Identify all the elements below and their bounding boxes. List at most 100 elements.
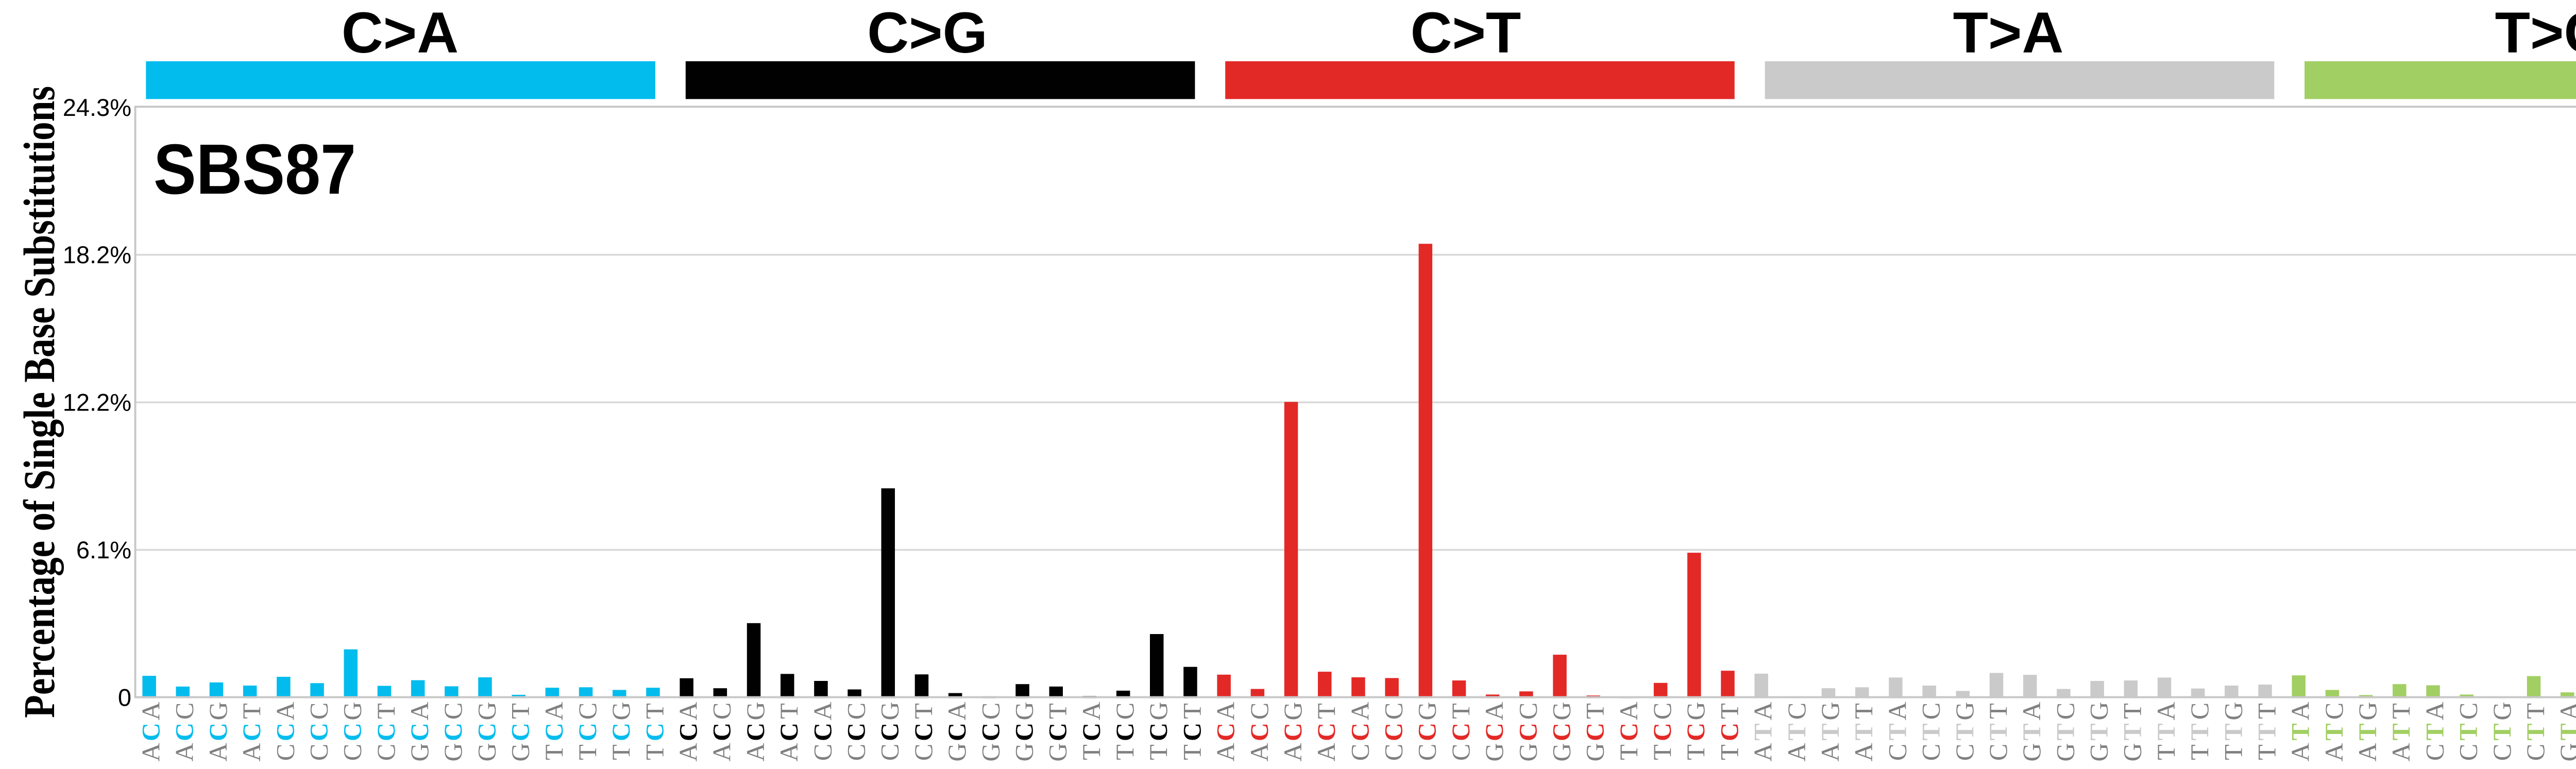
svg-text:T: T xyxy=(2151,744,2180,760)
svg-text:A: A xyxy=(942,702,971,720)
svg-text:T: T xyxy=(2185,723,2214,740)
svg-text:T: T xyxy=(1917,723,1945,740)
svg-text:T: T xyxy=(1782,723,1811,740)
svg-text:T: T xyxy=(1043,703,1072,719)
svg-text:T: T xyxy=(1849,723,1878,740)
svg-text:C: C xyxy=(842,703,871,720)
svg-text:A: A xyxy=(1749,743,1777,761)
svg-text:C: C xyxy=(170,723,199,741)
svg-text:T: T xyxy=(1077,744,1106,760)
svg-text:C: C xyxy=(1681,723,1710,741)
svg-text:A: A xyxy=(2319,743,2348,761)
svg-text:A: A xyxy=(1211,743,1240,761)
svg-text:C: C xyxy=(405,723,434,741)
svg-text:G: G xyxy=(1043,743,1072,761)
svg-text:T: T xyxy=(1446,703,1475,719)
svg-text:G: G xyxy=(2218,702,2247,720)
svg-text:C: C xyxy=(270,744,299,761)
svg-text:G: G xyxy=(2050,743,2079,761)
svg-text:T: T xyxy=(2286,723,2315,740)
svg-text:A: A xyxy=(1211,702,1240,720)
svg-text:G: G xyxy=(606,702,635,720)
svg-text:T: T xyxy=(2386,703,2415,719)
svg-text:C: C xyxy=(909,723,938,741)
svg-text:C: C xyxy=(1077,723,1106,741)
svg-text:C: C xyxy=(573,723,602,741)
svg-text:A: A xyxy=(405,702,434,720)
svg-text:C: C xyxy=(1245,723,1274,741)
svg-text:A: A xyxy=(2420,702,2449,720)
svg-text:C: C xyxy=(976,703,1005,720)
svg-text:C: C xyxy=(1480,723,1509,741)
svg-text:G: G xyxy=(1950,702,1979,720)
svg-text:T: T xyxy=(1816,723,1844,740)
svg-text:C>T: C>T xyxy=(1411,1,1521,65)
svg-text:G: G xyxy=(472,743,501,761)
svg-text:A: A xyxy=(1480,702,1509,720)
svg-text:A: A xyxy=(204,743,232,761)
svg-text:C: C xyxy=(1917,744,1945,761)
svg-text:A: A xyxy=(1345,702,1374,720)
svg-text:A: A xyxy=(674,743,703,761)
svg-text:C: C xyxy=(170,703,199,720)
svg-text:T: T xyxy=(1883,723,1911,740)
svg-text:T: T xyxy=(1177,703,1206,719)
svg-text:C: C xyxy=(1648,703,1676,720)
svg-text:T: T xyxy=(2386,723,2415,740)
svg-text:G: G xyxy=(438,743,467,761)
svg-text:C: C xyxy=(1379,703,1408,720)
svg-text:A: A xyxy=(2017,702,2046,720)
svg-text:C: C xyxy=(606,723,635,741)
svg-text:G: G xyxy=(2353,702,2382,720)
svg-text:T: T xyxy=(1715,744,1743,760)
svg-text:A: A xyxy=(774,743,803,761)
svg-text:G: G xyxy=(1547,743,1576,761)
svg-text:T: T xyxy=(640,703,669,719)
svg-text:C: C xyxy=(1110,703,1139,720)
svg-text:C: C xyxy=(1513,703,1542,720)
svg-text:C: C xyxy=(1110,723,1139,741)
svg-text:T: T xyxy=(2353,723,2382,740)
svg-text:T: T xyxy=(1312,703,1341,719)
svg-text:C>A: C>A xyxy=(342,1,459,65)
svg-text:C>G: C>G xyxy=(867,1,987,65)
svg-text:C: C xyxy=(237,723,266,741)
svg-text:C: C xyxy=(976,723,1005,741)
svg-text:C: C xyxy=(1950,744,1979,761)
svg-text:G: G xyxy=(1144,702,1173,720)
svg-text:T: T xyxy=(2118,703,2147,719)
svg-text:C: C xyxy=(875,723,904,741)
svg-text:C: C xyxy=(1547,723,1576,741)
svg-text:T: T xyxy=(2252,744,2281,760)
svg-text:T: T xyxy=(640,744,669,760)
svg-text:A: A xyxy=(1278,743,1307,761)
svg-text:C: C xyxy=(338,744,367,761)
svg-text:G: G xyxy=(204,702,232,720)
svg-text:T: T xyxy=(2218,723,2247,740)
svg-text:C: C xyxy=(137,723,165,741)
svg-text:C: C xyxy=(842,744,871,761)
svg-text:0: 0 xyxy=(118,684,131,711)
svg-text:T: T xyxy=(237,703,266,719)
svg-text:G: G xyxy=(1513,743,1542,761)
svg-text:T: T xyxy=(1614,744,1643,760)
svg-text:G: G xyxy=(2084,743,2113,761)
svg-text:C: C xyxy=(1715,723,1743,741)
svg-text:G: G xyxy=(472,702,501,720)
svg-text:G: G xyxy=(2487,702,2516,720)
svg-text:C: C xyxy=(1446,723,1475,741)
svg-text:T>C: T>C xyxy=(2495,1,2576,65)
svg-text:C: C xyxy=(774,723,803,741)
svg-text:C: C xyxy=(1177,723,1206,741)
svg-text:C: C xyxy=(204,723,232,741)
svg-text:C: C xyxy=(539,723,568,741)
svg-text:G: G xyxy=(1278,702,1307,720)
svg-text:A: A xyxy=(170,743,199,761)
svg-text:A: A xyxy=(2286,743,2315,761)
svg-text:C: C xyxy=(304,744,333,761)
svg-text:T: T xyxy=(1715,703,1743,719)
svg-text:C: C xyxy=(2487,744,2516,761)
svg-text:A: A xyxy=(2386,743,2415,761)
svg-text:C: C xyxy=(438,703,467,720)
svg-text:G: G xyxy=(741,702,770,720)
